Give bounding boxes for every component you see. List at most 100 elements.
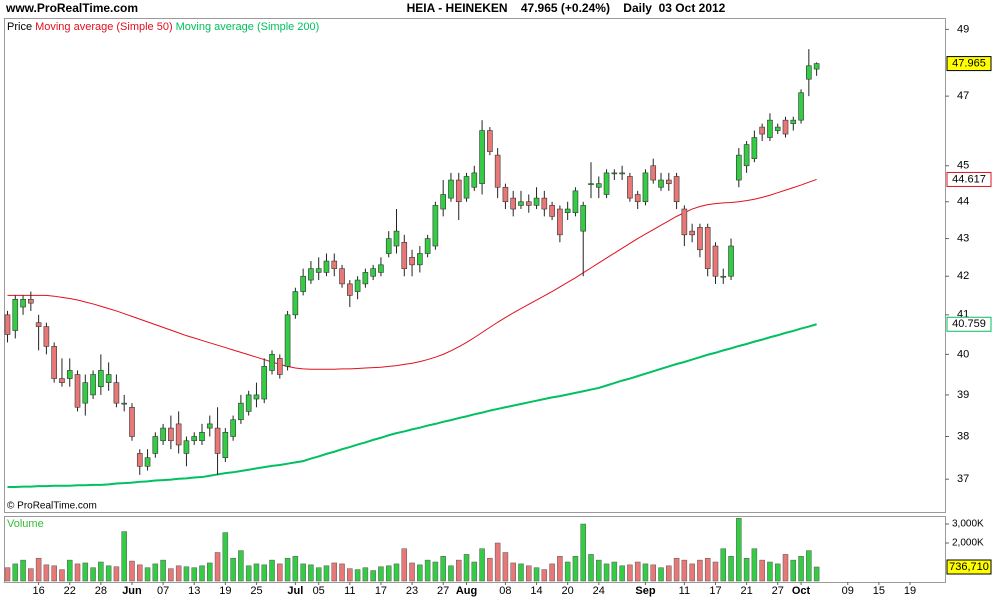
volume-bar xyxy=(261,564,267,582)
volume-bar xyxy=(673,557,680,582)
x-tick-label: 07 xyxy=(157,585,169,597)
volume-bar xyxy=(751,548,758,582)
candle-body xyxy=(510,197,517,210)
candle-body xyxy=(152,436,159,454)
volume-bar xyxy=(619,565,625,582)
volume-bar xyxy=(774,563,781,582)
last-ma-label: 44.617 xyxy=(952,173,986,185)
candle-body xyxy=(191,436,198,442)
volume-bar xyxy=(315,567,322,582)
candle-body xyxy=(276,358,283,375)
volume-bar xyxy=(541,569,548,582)
candle-body xyxy=(634,194,641,203)
volume-bar xyxy=(300,563,306,582)
volume-bar xyxy=(20,559,26,582)
volume-bar xyxy=(35,557,42,582)
volume-bar xyxy=(230,557,236,582)
volume-bar xyxy=(596,559,602,582)
volume-bar xyxy=(806,550,812,582)
volume-bar xyxy=(697,559,703,582)
volume-bar xyxy=(634,561,641,582)
x-tick-label: 21 xyxy=(740,585,752,597)
x-tick-label: 19 xyxy=(904,585,916,597)
candle-body xyxy=(105,374,112,383)
x-tick-label: 20 xyxy=(562,585,574,597)
candle-body xyxy=(74,374,81,408)
volume-bar xyxy=(152,563,159,582)
x-tick-label: 17 xyxy=(375,585,387,597)
y-tick-label: 44 xyxy=(957,196,969,208)
y-tick-label: 38 xyxy=(957,430,969,442)
candle-body xyxy=(525,201,532,206)
candle-body xyxy=(557,208,563,236)
volume-bar xyxy=(627,564,633,582)
volume-bar xyxy=(129,560,135,582)
volume-tick-label: 3,000K xyxy=(952,519,984,530)
volume-bar xyxy=(59,569,65,582)
candle-body xyxy=(479,130,485,184)
site-name: www.ProRealTime.com xyxy=(5,1,138,15)
legend: Price Moving average (Simple 50) Moving av… xyxy=(7,21,319,33)
candle-body xyxy=(541,197,548,210)
candle-body xyxy=(642,172,649,203)
volume-bar xyxy=(207,562,213,582)
volume-bar xyxy=(362,567,369,582)
candle-body xyxy=(409,256,415,266)
candle-body xyxy=(393,230,400,247)
candle-body xyxy=(245,394,252,412)
y-tick-label: 37 xyxy=(957,473,969,485)
volume-bar xyxy=(790,559,797,582)
volume-bar xyxy=(393,563,400,582)
candle-body xyxy=(603,172,610,195)
volume-bar xyxy=(121,531,127,582)
candle-body xyxy=(98,370,104,388)
volume-bar xyxy=(331,562,338,582)
candle-body xyxy=(549,205,555,217)
candle-body xyxy=(214,427,221,454)
volume-bar xyxy=(113,566,120,582)
x-tick-label: 09 xyxy=(842,585,854,597)
candle-body xyxy=(183,440,190,454)
volume-bar xyxy=(144,567,151,582)
last-ma-label-box xyxy=(946,171,992,187)
volume-bar xyxy=(549,563,555,582)
candle-body xyxy=(238,402,244,421)
volume-bar xyxy=(487,557,493,582)
y-tick-label: 45 xyxy=(957,160,969,172)
volume-bar xyxy=(191,567,197,582)
volume-tick-label: 2,000K xyxy=(952,538,984,549)
volume-bar xyxy=(417,564,423,582)
candle-body xyxy=(611,172,618,175)
candle-body xyxy=(790,119,797,124)
candle-body xyxy=(401,241,408,269)
price-layer xyxy=(4,49,820,489)
y-tick-label: 39 xyxy=(957,389,969,401)
volume-bar xyxy=(323,565,330,582)
candle-body xyxy=(704,227,711,269)
candle-body xyxy=(43,326,50,347)
candle-body xyxy=(712,245,719,277)
candle-body xyxy=(448,179,454,199)
candle-body xyxy=(66,370,73,379)
volume-bar xyxy=(580,523,586,582)
candle-body xyxy=(673,176,680,203)
candle-body xyxy=(627,176,633,199)
volume-bar xyxy=(238,550,244,582)
candle-body xyxy=(588,183,594,185)
volume-bar xyxy=(681,559,688,582)
candle-body xyxy=(471,172,478,188)
volume-bar xyxy=(479,548,485,582)
volume-bar xyxy=(712,561,719,582)
last-price-label: 47.965 xyxy=(952,57,986,69)
price-panel xyxy=(4,18,946,513)
candle-body xyxy=(378,264,384,273)
x-tick-label: 16 xyxy=(32,585,44,597)
candle-body xyxy=(253,394,260,400)
candle-body xyxy=(502,186,509,203)
volume-bar xyxy=(736,518,742,582)
volume-bar xyxy=(28,568,34,582)
candle-body xyxy=(487,130,493,152)
volume-bar xyxy=(557,556,563,582)
y-tick-label: 40 xyxy=(957,348,969,360)
